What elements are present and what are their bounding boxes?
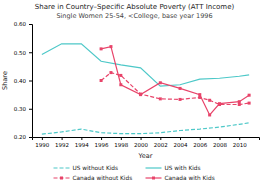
x-tick-mark	[101, 137, 102, 140]
y-tick-mark	[29, 109, 32, 110]
x-tick-mark	[239, 137, 240, 140]
series-layer	[42, 44, 251, 134]
point-marker	[159, 81, 162, 84]
x-tick-label: 2008	[213, 142, 227, 148]
x-tick-label: 1994	[75, 142, 89, 148]
legend-item: US without Kids	[54, 165, 119, 171]
x-tick-label: 2004	[174, 142, 188, 148]
legend-swatch	[54, 167, 70, 168]
x-tick-mark	[42, 137, 43, 140]
y-tick-label: 0.60	[14, 21, 27, 27]
x-tick-mark	[121, 137, 122, 140]
y-tick: 0.20	[14, 134, 32, 140]
legend-swatch	[146, 177, 162, 178]
point-marker	[159, 97, 162, 100]
x-tick: 2008	[213, 137, 227, 148]
legend-swatch	[54, 177, 70, 178]
point-marker	[109, 45, 112, 48]
y-tick-mark	[29, 24, 32, 25]
x-tick: 2002	[154, 137, 168, 148]
chart: Share in Country–Specific Absolute Pover…	[0, 0, 269, 187]
legend-label: Canada without Kids	[73, 175, 133, 181]
y-axis-title: Share	[1, 71, 9, 90]
point-marker	[218, 102, 221, 105]
x-axis: 1990 1992 1994 1996 1998 2000 2002 2004 2006 2008…	[33, 137, 260, 148]
x-tick: 1992	[55, 137, 69, 148]
point-marker	[179, 98, 182, 101]
y-tick-label: 0.40	[14, 78, 27, 84]
point-marker	[198, 93, 201, 96]
y-tick: 0.40	[14, 78, 32, 84]
point-marker	[109, 71, 112, 74]
legend-item: US with Kids	[146, 165, 201, 171]
axis-line	[29, 25, 33, 138]
legend-marker	[152, 177, 155, 180]
x-tick-mark	[200, 137, 201, 140]
point-marker	[139, 93, 142, 96]
series-line	[101, 47, 249, 115]
y-tick-mark	[29, 81, 32, 82]
legend-swatch	[146, 167, 162, 168]
y-tick-mark	[29, 52, 32, 53]
subtitle: Single Women 25-54, <College, base year …	[56, 12, 212, 20]
y-tick: 0.60	[14, 21, 32, 27]
legend: US without Kids US with Kids Canada withou…	[54, 165, 215, 181]
x-tick-mark	[141, 137, 142, 140]
x-tick-mark	[220, 137, 221, 140]
y-axis: 0.20 0.30 0.40 0.50 0.60	[14, 21, 33, 140]
legend-label: US with Kids	[165, 165, 201, 171]
x-tick: 1998	[114, 137, 128, 148]
series-line	[42, 44, 249, 86]
point-marker	[238, 103, 241, 106]
x-tick-label: 2000	[134, 142, 148, 148]
legend-label: US without Kids	[73, 165, 119, 171]
x-axis-title: Year	[138, 152, 153, 160]
point-marker	[139, 93, 142, 96]
x-tick: 1996	[95, 137, 109, 148]
y-tick-label: 0.30	[14, 106, 27, 112]
x-tick: 2010	[233, 137, 247, 148]
x-tick-mark	[81, 137, 82, 140]
x-tick: 2006	[193, 137, 207, 148]
series-line	[42, 123, 249, 134]
plot: 1990 1992 1994 1996 1998 2000 2002 2004 2006 2008…	[14, 21, 260, 148]
title: Share in Country–Specific Absolute Pover…	[35, 3, 235, 11]
x-tick-label: 2002	[154, 142, 168, 148]
y-tick-label: 0.50	[14, 50, 27, 56]
x-tick: 2004	[174, 137, 188, 148]
x-tick-mark	[180, 137, 181, 140]
point-marker	[100, 79, 103, 82]
x-tick-label: 2010	[233, 142, 247, 148]
x-tick: 1994	[75, 137, 89, 148]
point-marker	[248, 94, 251, 97]
x-tick-label: 1990	[35, 142, 49, 148]
point-marker	[248, 102, 251, 105]
point-marker	[208, 99, 211, 102]
y-tick-label: 0.20	[14, 134, 27, 140]
point-marker	[238, 100, 241, 103]
legend-item: Canada with Kids	[146, 175, 215, 181]
legend-marker	[60, 177, 63, 180]
x-tick-mark	[62, 137, 63, 140]
y-tick: 0.50	[14, 50, 32, 56]
axis-line	[33, 138, 260, 141]
x-tick: 2000	[134, 137, 148, 148]
point-marker	[119, 74, 122, 77]
series-line	[101, 73, 249, 105]
x-tick-label: 1996	[95, 142, 109, 148]
x-tick-label: 1998	[114, 142, 128, 148]
x-tick: 1990	[35, 137, 49, 148]
legend-item: Canada without Kids	[54, 175, 133, 181]
point-marker	[208, 113, 211, 116]
y-tick: 0.30	[14, 106, 32, 112]
x-tick-mark	[160, 137, 161, 140]
point-marker	[179, 87, 182, 90]
legend-label: Canada with Kids	[165, 175, 215, 181]
point-marker	[119, 83, 122, 86]
y-tick-mark	[29, 137, 32, 138]
x-tick-label: 1992	[55, 142, 69, 148]
point-marker	[100, 47, 103, 50]
x-tick-label: 2006	[193, 142, 207, 148]
